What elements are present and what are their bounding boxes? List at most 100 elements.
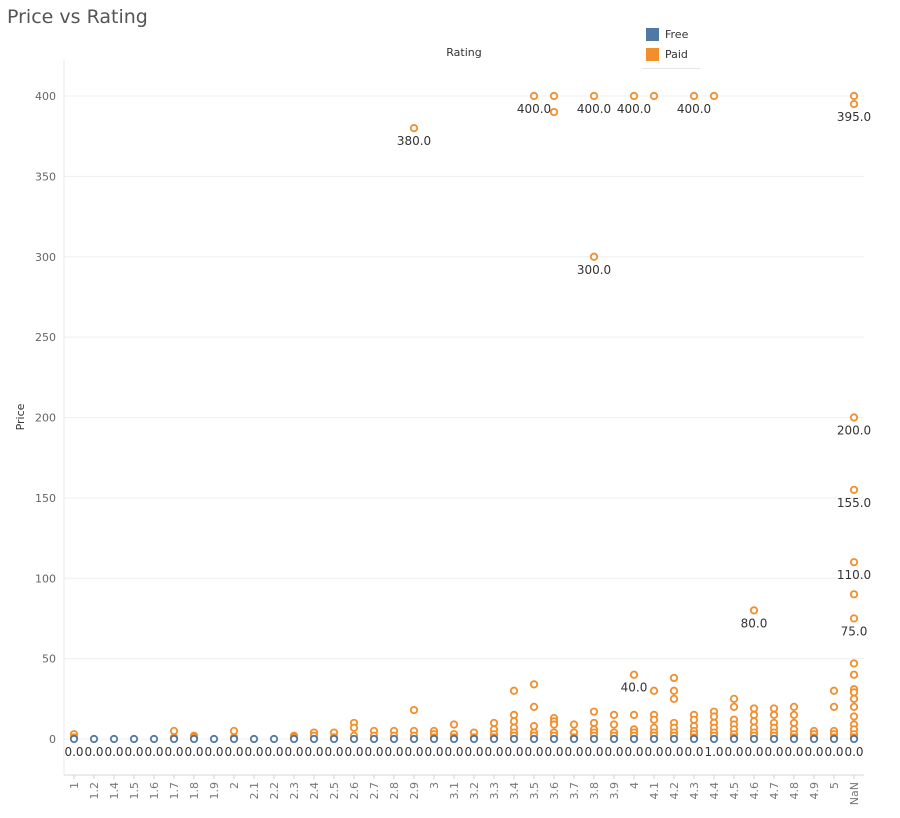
data-point-paid bbox=[849, 99, 859, 109]
x-tick-label: 4.4 bbox=[708, 782, 721, 800]
x-tick-label: 2.1 bbox=[248, 782, 261, 800]
data-point-paid bbox=[829, 686, 839, 695]
x-tick-label: 1.8 bbox=[188, 782, 201, 800]
x-tick-label: 4.8 bbox=[788, 782, 801, 800]
gridlines bbox=[63, 60, 864, 776]
data-point-free bbox=[349, 734, 359, 744]
chart-title: Price vs Rating bbox=[7, 6, 148, 28]
data-point-free bbox=[569, 734, 579, 744]
data-label: 0.0 bbox=[844, 745, 863, 759]
data-point-paid bbox=[849, 614, 859, 623]
x-tick-label: 2.9 bbox=[408, 782, 421, 800]
data-label: 0.0 bbox=[364, 745, 383, 759]
data-label: 0.0 bbox=[744, 745, 763, 759]
data-point-paid bbox=[849, 694, 859, 703]
data-point-free bbox=[769, 734, 779, 744]
x-tick-label: 1.4 bbox=[108, 782, 121, 800]
legend-label-paid: Paid bbox=[665, 48, 688, 61]
data-label: 0.0 bbox=[164, 745, 183, 759]
x-tick-label: 3.5 bbox=[528, 782, 541, 800]
x-tick-label: 4.9 bbox=[808, 782, 821, 800]
data-label: 0.0 bbox=[264, 745, 283, 759]
x-tick-label: 3.1 bbox=[448, 782, 461, 800]
data-point-free bbox=[209, 734, 219, 744]
data-point-paid bbox=[849, 702, 859, 711]
y-tick-label: 50 bbox=[42, 653, 56, 666]
data-point-free bbox=[749, 734, 759, 744]
x-tick-label: 4.7 bbox=[768, 782, 781, 800]
data-label: 0.0 bbox=[324, 745, 343, 759]
y-axis: 0 50 100 150 200 250 300 350 400 bbox=[35, 90, 56, 746]
data-point-free bbox=[549, 734, 559, 744]
y-axis-title: Price bbox=[14, 403, 27, 430]
data-label: 0.0 bbox=[764, 745, 783, 759]
x-tick-label: 4 bbox=[628, 782, 641, 789]
data-label: 0.0 bbox=[524, 745, 543, 759]
data-label: 0.0 bbox=[664, 745, 683, 759]
x-tick-label: 2.8 bbox=[388, 782, 401, 800]
data-point-paid bbox=[689, 715, 699, 724]
x-tick-label: 2.6 bbox=[348, 782, 361, 800]
legend[interactable]: Free Paid bbox=[642, 24, 700, 69]
data-label: 0.0 bbox=[284, 745, 303, 759]
x-tick-label: 3.3 bbox=[488, 782, 501, 800]
data-label: 400.0 bbox=[617, 102, 651, 116]
x-tick-label: 1 bbox=[68, 782, 81, 789]
data-point-paid bbox=[529, 91, 539, 101]
data-point-free bbox=[369, 734, 379, 744]
data-label: 0.0 bbox=[584, 745, 603, 759]
y-tick-label: 100 bbox=[35, 572, 56, 585]
data-label: 155.0 bbox=[837, 496, 871, 510]
data-label: 0.0 bbox=[684, 745, 703, 759]
y-tick-label: 300 bbox=[35, 251, 56, 264]
data-point-paid bbox=[849, 659, 859, 668]
data-point-paid bbox=[749, 606, 759, 615]
data-point-free bbox=[169, 734, 179, 744]
data-point-free bbox=[609, 734, 619, 744]
data-point-paid bbox=[449, 720, 459, 729]
data-label: 0.0 bbox=[204, 745, 223, 759]
data-point-paid bbox=[849, 712, 859, 721]
data-label: 400.0 bbox=[577, 102, 611, 116]
data-point-free bbox=[69, 734, 79, 744]
x-tick-label: 2.5 bbox=[328, 782, 341, 800]
data-point-paid bbox=[829, 702, 839, 711]
data-point-paid bbox=[849, 413, 859, 422]
data-point-free bbox=[789, 734, 799, 744]
x-tick-label: 2 bbox=[228, 782, 241, 789]
data-label: 0.0 bbox=[224, 745, 243, 759]
y-tick-label: 250 bbox=[35, 331, 56, 344]
data-point-paid bbox=[589, 707, 599, 716]
legend-swatch-paid bbox=[646, 48, 659, 61]
data-label: 1.0 bbox=[704, 745, 723, 759]
x-tick-label: 2.7 bbox=[368, 782, 381, 800]
data-label: 0.0 bbox=[344, 745, 363, 759]
x-tick-label: 3.6 bbox=[548, 782, 561, 800]
data-point-free bbox=[649, 734, 659, 744]
data-point-free bbox=[429, 734, 439, 744]
data-point-free bbox=[809, 734, 819, 744]
legend-item-free[interactable]: Free bbox=[646, 28, 688, 41]
legend-swatch-free bbox=[646, 28, 659, 41]
data-point-paid bbox=[549, 107, 559, 117]
data-label: 110.0 bbox=[837, 568, 871, 582]
data-label: 400.0 bbox=[517, 102, 551, 116]
data-point-paid bbox=[529, 680, 539, 689]
data-label: 75.0 bbox=[841, 624, 868, 638]
data-point-free bbox=[189, 734, 199, 744]
data-point-paid bbox=[849, 91, 859, 101]
data-point-paid bbox=[669, 686, 679, 695]
x-tick-label: 5 bbox=[828, 782, 841, 789]
legend-item-paid[interactable]: Paid bbox=[646, 48, 688, 61]
data-label: 40.0 bbox=[621, 681, 648, 695]
x-tick-label: 3.4 bbox=[508, 782, 521, 800]
data-point-free bbox=[629, 734, 639, 744]
data-label: 0.0 bbox=[424, 745, 443, 759]
legend-label-free: Free bbox=[665, 28, 689, 41]
data-point-paid bbox=[729, 694, 739, 703]
data-point-free bbox=[449, 734, 459, 744]
data-label: 0.0 bbox=[624, 745, 643, 759]
data-point-paid bbox=[409, 705, 419, 715]
x-tick-label: NaN bbox=[848, 782, 861, 805]
